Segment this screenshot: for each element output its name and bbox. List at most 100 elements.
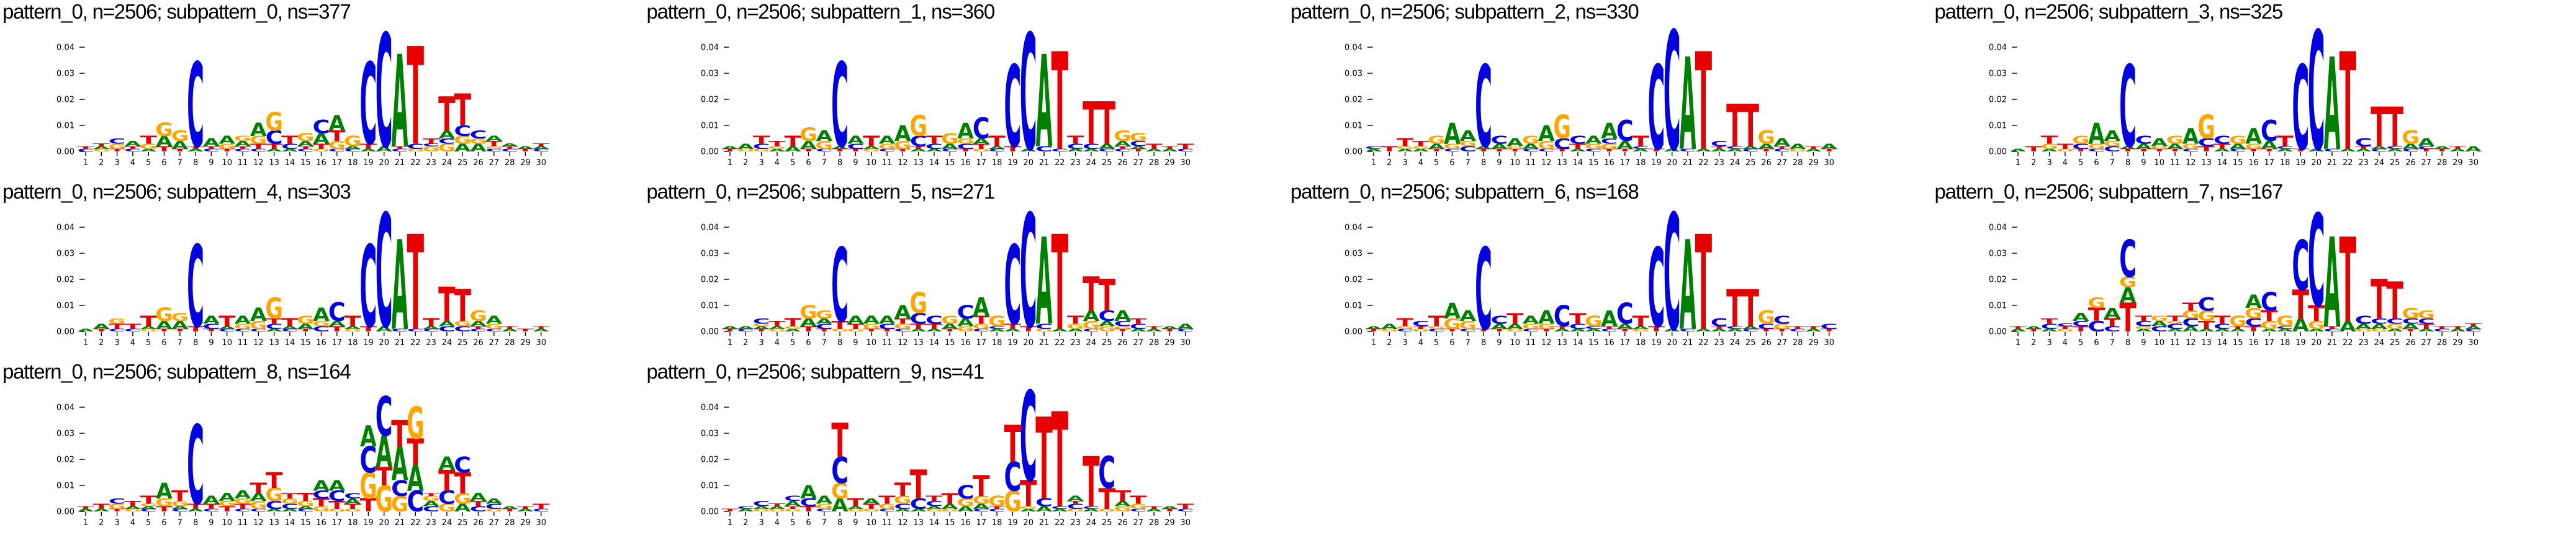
logo-letter-A: A <box>2386 148 2403 153</box>
logo-letter-C: C <box>360 40 377 170</box>
x-tick-label: 1 <box>727 518 732 528</box>
x-tick-label: 9 <box>1497 338 1502 348</box>
logo-letter-C: C <box>2182 317 2199 329</box>
logo-letter-T: T <box>1742 92 1759 160</box>
y-tick-label: 0.04 <box>701 43 719 53</box>
x-tick-label: 1 <box>83 518 88 528</box>
logo-letter-T: T <box>109 148 126 153</box>
logo-letter-C: C <box>1019 366 1037 510</box>
x-tick-label: 8 <box>1481 158 1486 168</box>
y-tick-label: 0.00 <box>701 328 719 337</box>
logo-letter-A: A <box>2009 148 2027 153</box>
x-tick-label: 7 <box>821 158 826 168</box>
x-tick-label: 11 <box>2169 158 2180 168</box>
logo-letter-C: C <box>831 38 849 174</box>
logo-letter-C: C <box>957 142 974 151</box>
x-tick-label: 5 <box>146 518 151 528</box>
logo-letter-T: T <box>313 142 331 151</box>
x-tick-label: 29 <box>1164 158 1175 168</box>
logo-letter-G: G <box>2182 142 2200 151</box>
logo-letter-T: T <box>1428 148 1445 153</box>
x-tick-label: 12 <box>2186 338 2196 348</box>
logo-letter-G: G <box>297 313 314 326</box>
logo-letter-T: T <box>1821 328 1838 333</box>
logo-letter-A: A <box>2449 328 2466 333</box>
x-tick-label: 20 <box>1023 518 1034 528</box>
x-tick-label: 2 <box>743 518 748 528</box>
logo-letter-T: T <box>2433 148 2451 153</box>
logo-letter-G: G <box>2385 322 2403 331</box>
logo-letter-C: C <box>124 148 142 153</box>
logo-letter-T: T <box>266 468 283 493</box>
logo-letter-A: A <box>345 325 362 330</box>
logo-letter-C: C <box>1585 326 1602 330</box>
logo-letter-C: C <box>2119 230 2137 289</box>
x-tick-label: 28 <box>1793 158 1803 168</box>
logo-letter-G: G <box>1600 142 1618 151</box>
logo-letter-C: C <box>1554 136 1571 153</box>
logo-letter-T: T <box>1711 325 1728 330</box>
logo-letter-A: A <box>203 313 220 326</box>
logo-letter-A: A <box>2465 145 2482 154</box>
logo-letter-G: G <box>2166 133 2183 146</box>
logo-letter-T: T <box>847 497 865 509</box>
logo-letter-T: T <box>878 494 896 506</box>
logo-letter-A: A <box>1664 328 1681 333</box>
logo-letter-C: C <box>1066 502 1084 511</box>
x-tick-label: 21 <box>1683 158 1693 168</box>
x-tick-label: 9 <box>2141 158 2146 168</box>
y-tick-label: 0.03 <box>56 70 74 79</box>
logo-letter-G: G <box>312 505 330 514</box>
logo-letter-A: A <box>1616 139 1634 151</box>
sequence-logo-plot: 0.000.010.020.030.041 2 3 4 5 6 7 8 9 10 11 12 13 14 1… <box>56 183 550 360</box>
x-tick-label: 9 <box>209 158 214 168</box>
logo-letter-C: C <box>454 452 471 477</box>
logo-letter-T: T <box>2402 328 2419 333</box>
x-tick-label: 21 <box>1038 518 1049 528</box>
logo-letter-C: C <box>2417 146 2434 150</box>
logo-letter-T: T <box>1742 280 1759 339</box>
logo-letter-T: T <box>2229 325 2246 330</box>
logo-letter-T: T <box>250 480 268 497</box>
logo-letter-T: T <box>124 322 142 331</box>
logo-letter-T: T <box>2197 145 2215 153</box>
x-tick-label: 8 <box>193 518 198 528</box>
logo-letter-G: G <box>328 508 346 513</box>
x-tick-label: 1 <box>2015 158 2020 168</box>
x-tick-label: 14 <box>285 338 295 348</box>
x-tick-label: 24 <box>2374 158 2384 168</box>
logo-letter-A: A <box>1366 148 1383 153</box>
logo-letter-T: T <box>1365 328 1382 333</box>
x-tick-label: 18 <box>1636 338 1646 348</box>
x-tick-label: 30 <box>536 518 546 528</box>
logo-letter-C: C <box>1019 2 1037 180</box>
logo-letter-T: T <box>721 328 739 333</box>
logo-letter-A: A <box>988 145 1006 150</box>
x-tick-label: 27 <box>1133 158 1143 168</box>
logo-letter-T: T <box>831 414 849 468</box>
logo-letter-T: T <box>109 322 127 331</box>
logo-letter-C: C <box>297 508 314 513</box>
logo-letter-T: T <box>988 505 1006 510</box>
logo-letter-G: G <box>988 493 1005 510</box>
y-tick-label: 0.00 <box>1344 328 1362 337</box>
x-tick-label: 2 <box>1387 338 1392 348</box>
logo-letter-A: A <box>941 502 958 511</box>
x-tick-label: 12 <box>2186 158 2196 168</box>
logo-letter-C: C <box>799 497 817 509</box>
logo-letter-A: A <box>925 505 943 510</box>
logo-letter-A: A <box>1601 307 1618 331</box>
logo-letter-C: C <box>266 499 283 511</box>
x-tick-label: 29 <box>520 338 531 348</box>
logo-letter-A: A <box>171 319 189 331</box>
x-tick-label: 2 <box>743 158 748 168</box>
y-tick-label: 0.01 <box>1344 122 1362 131</box>
x-tick-label: 15 <box>300 338 311 348</box>
logo-letter-T: T <box>1538 328 1556 333</box>
x-tick-label: 11 <box>238 518 248 528</box>
logo-letter-A: A <box>831 145 849 150</box>
x-tick-label: 15 <box>2232 158 2243 168</box>
logo-letter-G: G <box>438 142 456 154</box>
logo-letter-T: T <box>2339 214 2356 348</box>
logo-letter-T: T <box>2276 133 2294 150</box>
